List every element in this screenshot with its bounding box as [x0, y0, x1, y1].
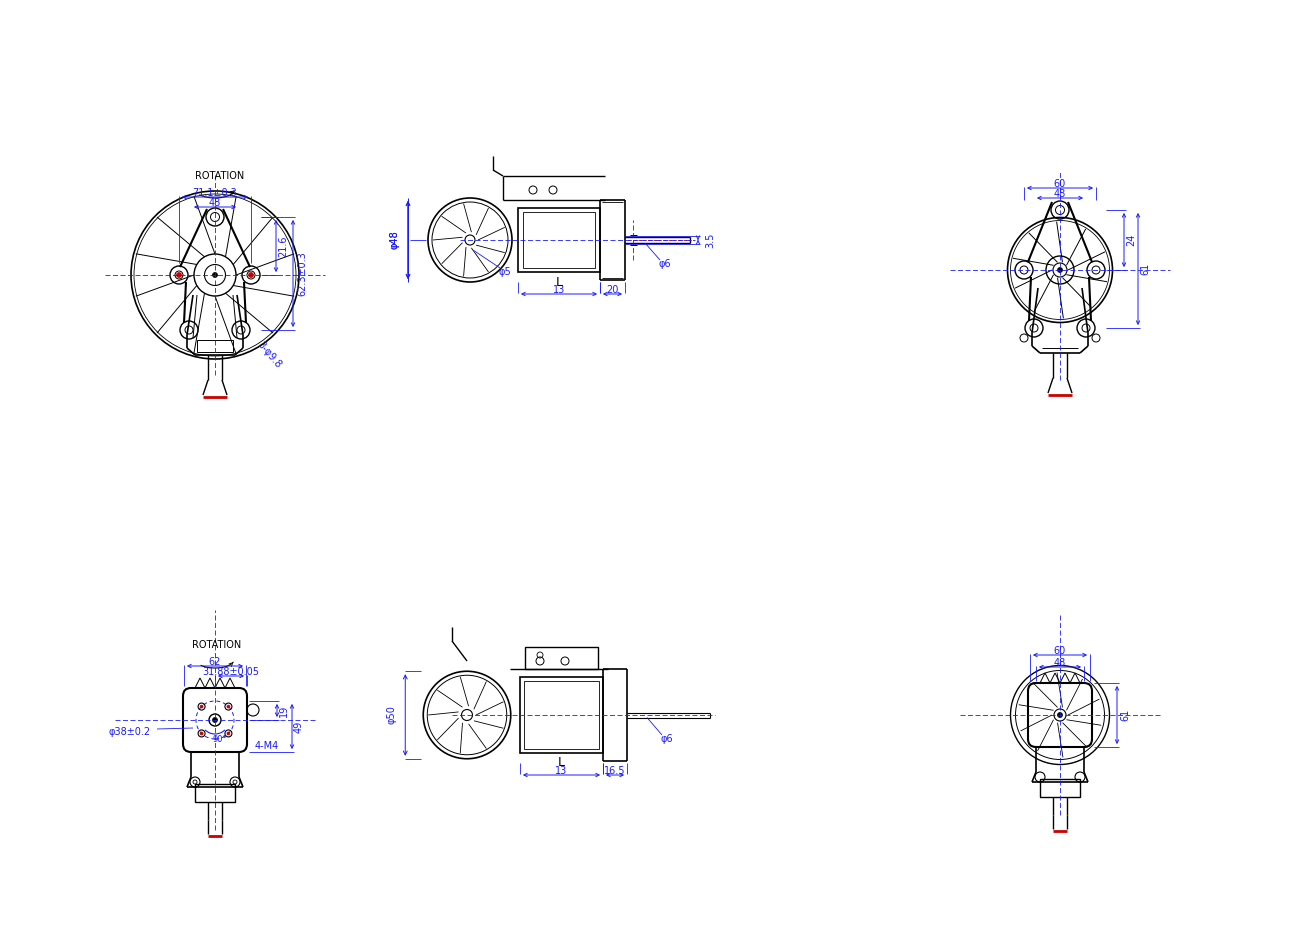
- Text: 48: 48: [1054, 658, 1066, 668]
- Circle shape: [212, 272, 217, 277]
- Text: ROTATION: ROTATION: [195, 171, 244, 181]
- Text: 13: 13: [555, 766, 568, 776]
- Text: L: L: [558, 757, 566, 769]
- Bar: [525, 647, 598, 669]
- Text: L: L: [555, 275, 563, 289]
- Bar: [520, 677, 603, 753]
- Text: 48: 48: [1054, 189, 1066, 199]
- Circle shape: [200, 732, 203, 735]
- Circle shape: [227, 705, 230, 708]
- Circle shape: [200, 705, 203, 708]
- Bar: [1040, 779, 1080, 797]
- Circle shape: [177, 272, 182, 277]
- Text: 16.5: 16.5: [604, 766, 625, 776]
- Text: 48: 48: [209, 198, 221, 208]
- Bar: [517, 208, 601, 272]
- Text: φ6: φ6: [659, 259, 671, 269]
- Circle shape: [248, 272, 254, 277]
- Text: φ5: φ5: [499, 267, 511, 277]
- Text: 3-φ9.8: 3-φ9.8: [255, 340, 283, 370]
- Text: 21.6: 21.6: [278, 236, 289, 256]
- Circle shape: [212, 717, 217, 723]
- Text: 60: 60: [1054, 179, 1066, 189]
- Circle shape: [227, 732, 230, 735]
- Text: 61: 61: [1140, 263, 1150, 275]
- Bar: [524, 681, 599, 749]
- Circle shape: [1057, 268, 1062, 272]
- Text: 31.88±0.05: 31.88±0.05: [203, 667, 260, 677]
- Text: 62.3±0.3: 62.3±0.3: [296, 251, 307, 296]
- Text: 3.5: 3.5: [705, 233, 715, 248]
- Text: 49: 49: [294, 720, 304, 732]
- Text: 61: 61: [1121, 709, 1130, 721]
- Text: 19: 19: [280, 705, 289, 717]
- Bar: [523, 212, 595, 268]
- Text: 24: 24: [1126, 234, 1136, 246]
- Text: ROTATION: ROTATION: [192, 640, 242, 650]
- Text: φ50: φ50: [386, 706, 396, 725]
- Text: 4-M4: 4-M4: [255, 741, 280, 751]
- Text: 20: 20: [606, 285, 619, 295]
- Text: φ38±0.2: φ38±0.2: [109, 727, 151, 737]
- Text: φ48: φ48: [389, 231, 399, 250]
- Text: 13: 13: [552, 285, 566, 295]
- Text: φ6: φ6: [660, 734, 673, 744]
- Bar: [195, 784, 235, 802]
- Text: 60: 60: [1054, 646, 1066, 656]
- Circle shape: [1057, 712, 1062, 717]
- Text: 71.1±0.3: 71.1±0.3: [192, 188, 238, 198]
- Text: φ48: φ48: [389, 231, 399, 250]
- Bar: [198, 340, 233, 352]
- Text: 62: 62: [209, 657, 221, 667]
- Text: 90°: 90°: [213, 735, 228, 745]
